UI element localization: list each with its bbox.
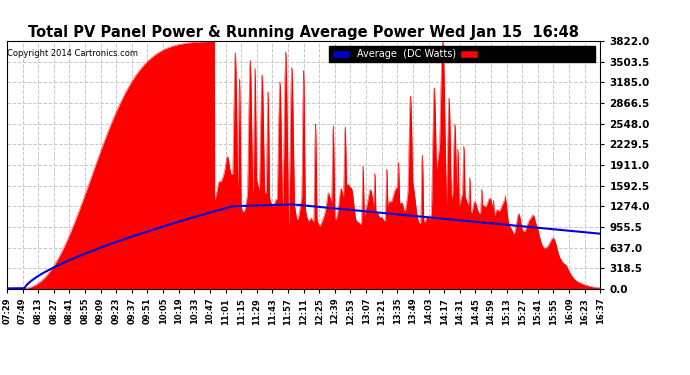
Title: Total PV Panel Power & Running Average Power Wed Jan 15  16:48: Total PV Panel Power & Running Average P…: [28, 25, 579, 40]
Text: Copyright 2014 Cartronics.com: Copyright 2014 Cartronics.com: [8, 49, 139, 58]
Legend: Average  (DC Watts), PV Panels  (DC Watts): Average (DC Watts), PV Panels (DC Watts): [329, 46, 595, 62]
